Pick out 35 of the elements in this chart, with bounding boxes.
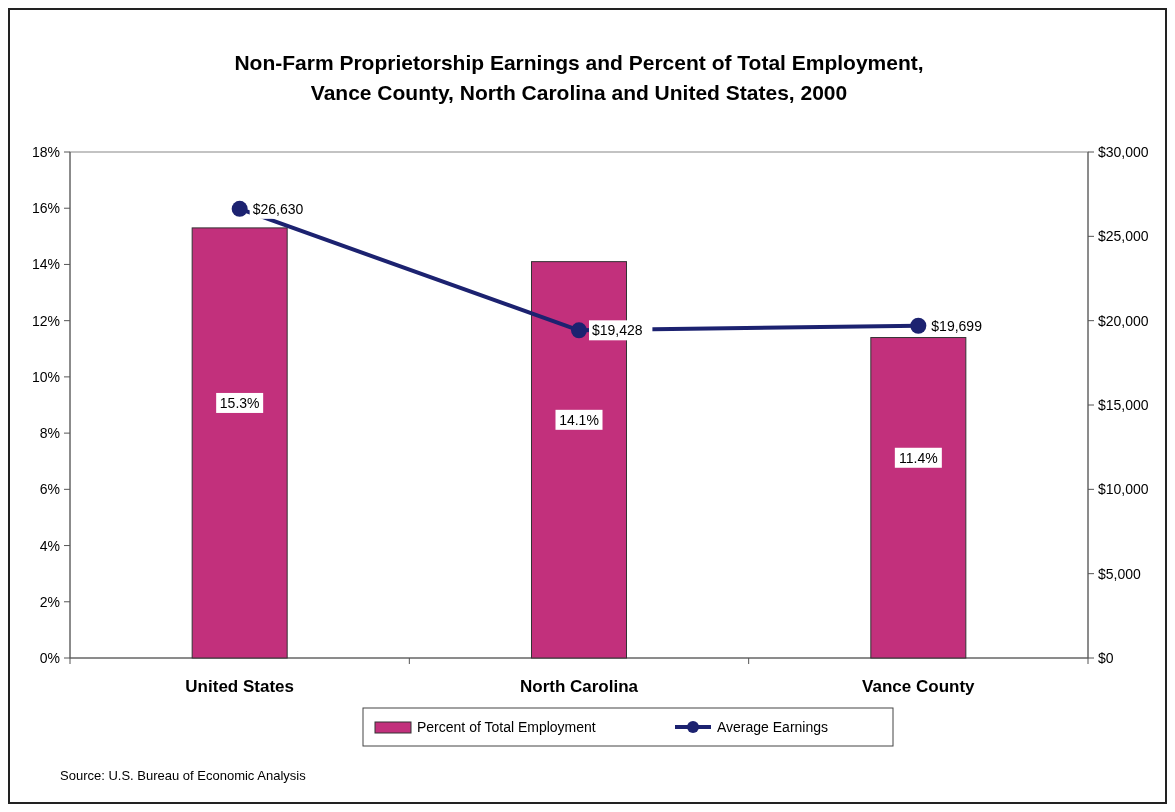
- y2-tick-label: $5,000: [1098, 565, 1142, 582]
- legend-label: Average Earnings: [717, 719, 829, 735]
- y-tick-label: 4%: [39, 537, 60, 554]
- chart-title: Non-Farm Proprietorship Earnings and Percent of Total Employment, Vance County, North Carolina and United States, 2000: [234, 51, 924, 104]
- text: 14.1%: [559, 411, 599, 428]
- y2-tick-label: $20,000: [1098, 312, 1149, 329]
- y-tick-label: 8%: [39, 425, 60, 442]
- text: $19,699: [931, 317, 982, 334]
- legend-label: Percent of Total Employment: [417, 719, 596, 735]
- y-tick-label: 12%: [31, 312, 60, 329]
- y-tick-label: 16%: [31, 200, 60, 217]
- source-note: Source: U.S. Bureau of Economic Analysis: [60, 768, 307, 783]
- text: $19,428: [592, 322, 643, 339]
- point: [231, 200, 248, 217]
- y-tick-label: 6%: [39, 481, 60, 498]
- x-tick-label: Vance County: [862, 677, 976, 696]
- y2-tick-label: $10,000: [1098, 481, 1149, 498]
- x-tick-label: United States: [185, 677, 294, 696]
- x-tick-label: North Carolina: [519, 677, 639, 696]
- bar: [870, 337, 967, 659]
- text: 15.3%: [219, 394, 260, 411]
- y-tick-label: 2%: [39, 593, 60, 610]
- point: [571, 322, 587, 339]
- text: 11.4%: [899, 449, 938, 466]
- y-tick-label: 14%: [31, 256, 60, 273]
- y2-tick-label: $0: [1098, 650, 1114, 666]
- bar: [191, 227, 288, 659]
- point: [910, 317, 927, 334]
- y2-tick-label: $30,000: [1098, 144, 1149, 160]
- y-tick-label: 10%: [31, 368, 60, 385]
- y2-tick-label: $15,000: [1098, 397, 1149, 413]
- y-tick-label: 18%: [31, 144, 60, 160]
- text: $26,630: [252, 200, 304, 217]
- y-tick-label: 0%: [39, 650, 60, 666]
- y2-tick-label: $25,000: [1098, 228, 1149, 245]
